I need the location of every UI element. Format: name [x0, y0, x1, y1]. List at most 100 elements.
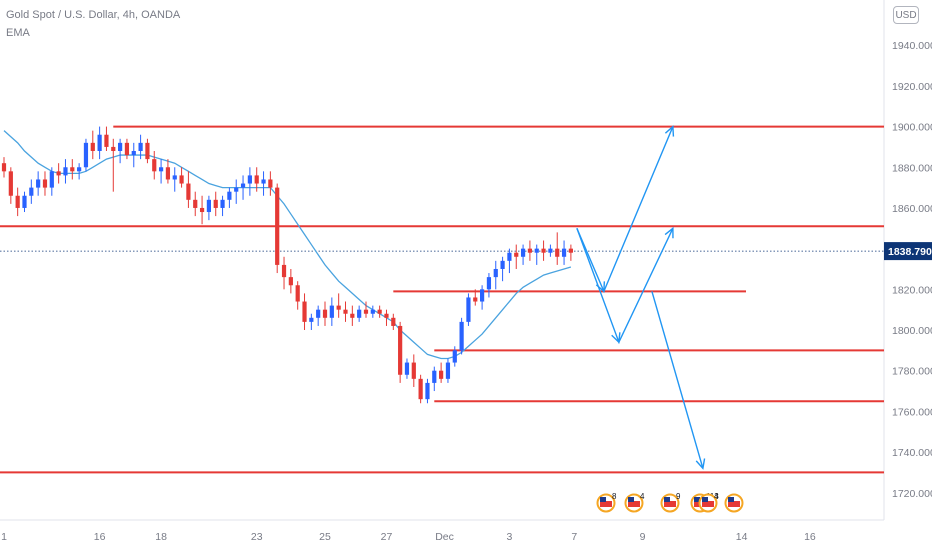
- candle: [275, 183, 280, 274]
- flag-stripes: [702, 501, 714, 507]
- event-flag-icon[interactable]: 8: [596, 492, 618, 513]
- candle: [22, 191, 27, 213]
- candle-body: [268, 179, 273, 188]
- projection-arrowhead: [664, 226, 674, 239]
- candle: [480, 285, 485, 310]
- currency-button[interactable]: USD: [893, 6, 919, 24]
- candle: [131, 142, 136, 168]
- candle: [234, 179, 239, 204]
- candle: [493, 260, 498, 290]
- candle-body: [336, 305, 341, 310]
- candle-body: [261, 179, 266, 184]
- candle-body: [145, 142, 150, 160]
- candle: [411, 354, 416, 387]
- y-tick-label: 1760.000: [892, 406, 932, 418]
- candle: [42, 171, 48, 196]
- candle-body: [520, 248, 526, 257]
- x-tick-label: 1: [1, 531, 7, 543]
- candle-body: [425, 382, 430, 400]
- event-flag-icon[interactable]: 9: [660, 492, 682, 513]
- candle-body: [439, 370, 444, 379]
- candle-body: [49, 171, 54, 188]
- candle-body: [275, 187, 280, 265]
- candle-body: [329, 305, 334, 318]
- indicator-label[interactable]: EMA: [6, 27, 30, 39]
- event-flag-icon[interactable]: [724, 493, 744, 513]
- candle-body: [322, 309, 328, 318]
- candle-body: [404, 362, 410, 375]
- x-tick-label: 9: [640, 531, 646, 543]
- candle: [186, 171, 191, 208]
- candle-body: [118, 142, 123, 151]
- candle: [83, 138, 89, 172]
- candle: [199, 195, 205, 225]
- candle-body: [22, 195, 27, 208]
- candle-body: [70, 167, 75, 172]
- candle: [309, 313, 314, 331]
- event-flag-icon[interactable]: 4: [624, 492, 646, 513]
- candle: [452, 346, 457, 367]
- candle-body: [295, 285, 300, 302]
- x-tick-label: 7: [571, 531, 577, 543]
- event-count: 4: [714, 492, 719, 501]
- y-tick-label: 1720.000: [892, 488, 932, 500]
- candle: [90, 130, 95, 160]
- event-count: 8: [612, 492, 617, 501]
- candle: [398, 321, 403, 383]
- candle-body: [418, 378, 423, 400]
- candle-body: [213, 199, 218, 208]
- candle: [322, 301, 328, 326]
- y-tick-label: 1940.000: [892, 40, 932, 52]
- candle: [363, 301, 369, 318]
- candle-body: [36, 179, 41, 188]
- candle: [486, 273, 492, 298]
- candle-body: [363, 309, 369, 314]
- candle: [56, 163, 61, 184]
- symbol-title[interactable]: Gold Spot / U.S. Dollar, 4h, OANDA: [6, 9, 181, 21]
- flag-canton: [664, 497, 670, 502]
- candle: [63, 159, 68, 184]
- candle: [158, 159, 164, 184]
- candle-body: [104, 134, 109, 147]
- candle: [97, 126, 102, 160]
- flag-stripes: [664, 501, 676, 507]
- candle-body: [480, 289, 485, 302]
- candle: [316, 305, 321, 326]
- candle-body: [240, 183, 246, 188]
- candle: [165, 159, 171, 184]
- candle: [384, 309, 389, 326]
- candle: [77, 163, 82, 180]
- candle: [514, 244, 519, 269]
- y-tick-label: 1780.000: [892, 366, 932, 378]
- candle-body: [432, 370, 437, 383]
- candle: [254, 167, 259, 192]
- flag-canton: [694, 497, 700, 502]
- event-flag-icon[interactable]: 4: [698, 492, 720, 513]
- candle: [336, 293, 341, 318]
- candle: [370, 305, 375, 318]
- candle-body: [459, 321, 464, 351]
- candle-body: [452, 350, 457, 363]
- candle: [404, 358, 410, 379]
- candle: [281, 256, 287, 290]
- candle-body: [343, 309, 348, 314]
- candle: [302, 293, 307, 331]
- candle-body: [370, 309, 375, 314]
- candle-body: [514, 252, 519, 257]
- candle: [152, 150, 157, 180]
- candle-body: [445, 362, 451, 379]
- candle-body: [541, 248, 546, 253]
- candle: [418, 374, 423, 404]
- candle: [206, 195, 211, 221]
- candle-body: [466, 297, 471, 322]
- y-tick-label: 1900.000: [892, 122, 932, 134]
- projection-path: [651, 291, 704, 469]
- x-tick-label: 16: [804, 531, 816, 543]
- candle: [118, 138, 123, 164]
- candle-body: [158, 167, 164, 172]
- projection-arrowhead: [664, 125, 675, 137]
- candle-body: [83, 142, 89, 168]
- candle: [172, 167, 177, 192]
- flag-canton: [728, 497, 734, 502]
